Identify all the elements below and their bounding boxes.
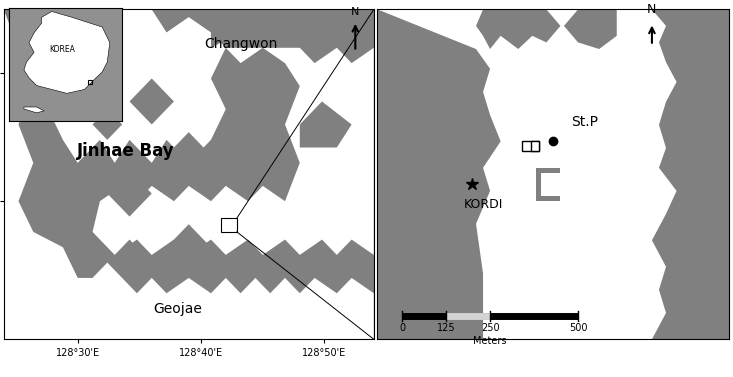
Polygon shape (564, 9, 616, 49)
Polygon shape (24, 11, 110, 93)
Text: 250: 250 (481, 323, 499, 333)
Polygon shape (377, 9, 501, 339)
Text: Jinhae Bay: Jinhae Bay (77, 143, 174, 160)
Bar (522, 141, 539, 151)
Polygon shape (48, 9, 226, 163)
Polygon shape (4, 9, 374, 339)
Polygon shape (92, 109, 122, 140)
Text: 0: 0 (399, 323, 405, 333)
Polygon shape (476, 9, 561, 49)
Polygon shape (166, 132, 211, 178)
Text: KOREA: KOREA (49, 45, 75, 54)
Text: 500: 500 (569, 323, 587, 333)
Polygon shape (92, 48, 374, 255)
Bar (87, 80, 92, 84)
Text: Geojae: Geojae (153, 302, 202, 316)
Polygon shape (166, 224, 211, 270)
Polygon shape (300, 101, 352, 147)
Text: Changwon: Changwon (204, 37, 277, 51)
Polygon shape (226, 117, 270, 163)
Polygon shape (107, 170, 152, 216)
Polygon shape (115, 239, 144, 270)
Text: 125: 125 (437, 323, 455, 333)
Text: St.P: St.P (571, 115, 598, 129)
Text: N: N (351, 7, 359, 17)
Text: KORDI: KORDI (463, 198, 503, 210)
Text: N: N (647, 3, 657, 16)
Bar (531, 141, 539, 151)
Polygon shape (211, 9, 374, 48)
Polygon shape (24, 107, 44, 113)
Bar (221, 218, 237, 232)
Polygon shape (652, 9, 729, 339)
Polygon shape (536, 168, 561, 201)
Text: Meters: Meters (474, 336, 507, 346)
Polygon shape (130, 78, 174, 124)
